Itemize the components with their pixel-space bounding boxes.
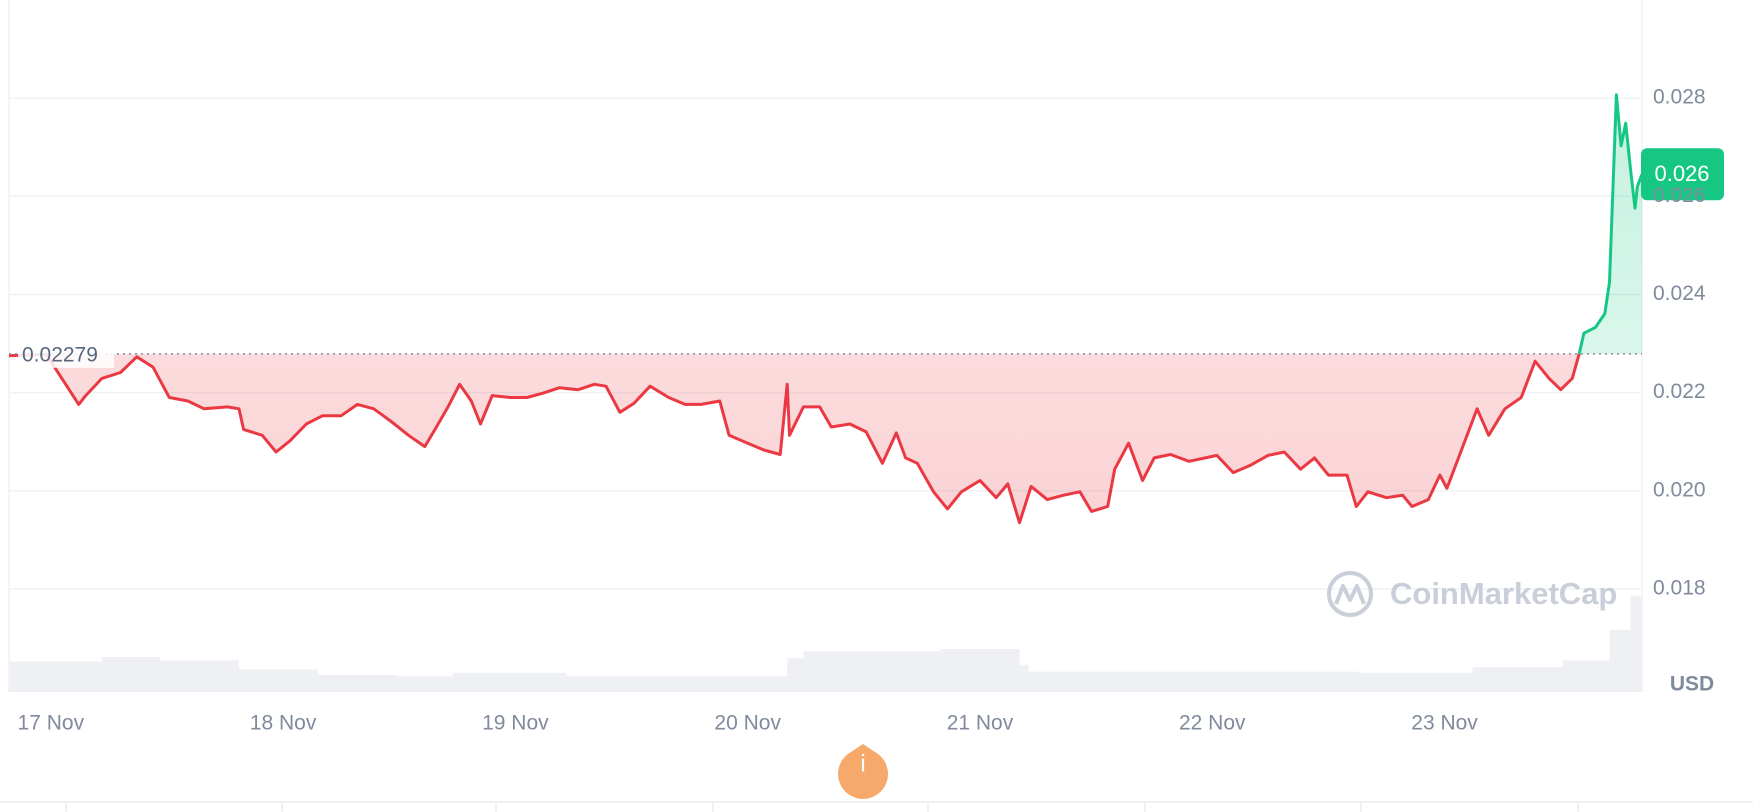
volume-bar <box>452 672 567 692</box>
volume-bar <box>238 669 318 692</box>
info-button[interactable]: i <box>838 744 889 799</box>
volume-bar <box>803 651 941 692</box>
volume-bar <box>1563 660 1610 692</box>
y-tick-label: 0.024 <box>1653 282 1706 305</box>
x-tick-label: 22 Nov <box>1179 712 1246 735</box>
volume-bar <box>1019 664 1029 692</box>
price-tag-bg <box>1641 148 1724 201</box>
reference-label: 0.02279 <box>22 343 98 366</box>
series-layer <box>8 93 1644 525</box>
volume-bar <box>566 676 788 692</box>
x-tick-label: 21 Nov <box>947 712 1014 735</box>
volume-bar <box>396 676 453 692</box>
watermark-logo <box>1327 571 1373 617</box>
volume-bar <box>940 649 1020 692</box>
volume-bar <box>1358 672 1473 692</box>
y-tick-label: 0.018 <box>1653 576 1706 599</box>
y-tick-label: 0.028 <box>1653 86 1706 109</box>
info-icon-shape[interactable] <box>838 744 889 799</box>
price-tag: 0.026 <box>1654 161 1709 186</box>
volume-bar <box>159 660 239 692</box>
volume-bar <box>1472 667 1564 692</box>
volume-bar <box>1028 671 1359 692</box>
range-navigator <box>0 801 1753 812</box>
x-tick-label: 20 Nov <box>714 712 781 735</box>
area-below <box>9 353 1580 523</box>
x-tick-label: 23 Nov <box>1411 712 1478 735</box>
volume-bar <box>101 656 160 692</box>
volume-bar <box>1630 595 1642 692</box>
grid-layer <box>9 97 1642 590</box>
volume-bar <box>317 675 397 692</box>
y-tick-label: 0.022 <box>1653 380 1706 403</box>
watermark-logo-mark <box>1334 584 1366 605</box>
watermark-text: CoinMarketCap <box>1390 576 1617 611</box>
reference-layer: 0.02279 0.026 <box>9 148 1724 368</box>
volume-layer <box>9 595 1642 692</box>
watermark: CoinMarketCap <box>1327 571 1617 617</box>
volume-bar <box>787 658 804 692</box>
x-tick-label: 18 Nov <box>250 712 317 735</box>
currency-label: USD <box>1670 673 1714 696</box>
y-tick-label: 0.026 <box>1653 184 1706 207</box>
y-tick-label: 0.020 <box>1653 478 1706 501</box>
volume-bar <box>9 661 102 692</box>
info-icon-text[interactable]: i <box>860 750 865 777</box>
x-tick-label: 17 Nov <box>18 712 85 735</box>
volume-bar <box>1609 629 1631 692</box>
reference-label-bg <box>18 339 114 368</box>
price-line-below <box>8 353 1581 525</box>
x-tick-label: 19 Nov <box>482 712 549 735</box>
